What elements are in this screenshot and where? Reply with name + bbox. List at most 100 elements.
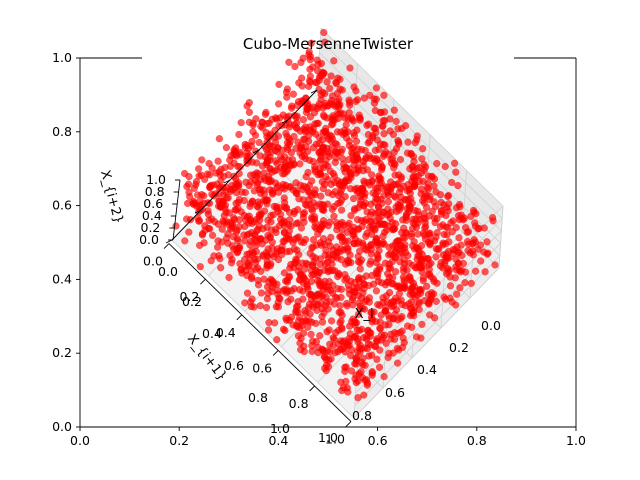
scatter-point: [248, 158, 256, 166]
y-axis-tick-label: 0.8: [248, 390, 268, 405]
scatter-point: [347, 226, 355, 234]
scatter-point: [346, 101, 354, 109]
outer-x-tick-label: 0.8: [467, 433, 487, 448]
scatter-point: [450, 159, 459, 167]
scatter-point: [401, 122, 410, 130]
scatter-point: [357, 216, 365, 225]
scatter-point: [316, 332, 324, 340]
scatter-point: [323, 114, 331, 122]
scatter-point: [283, 93, 291, 101]
scatter-point: [334, 100, 343, 108]
scatter-point: [401, 240, 409, 249]
scatter-point: [375, 363, 384, 371]
scatter-point: [363, 246, 371, 254]
scatter-point: [483, 238, 491, 246]
scatter-point: [360, 94, 368, 102]
scatter-point: [332, 218, 341, 227]
scatter-point: [215, 135, 224, 143]
scatter-point: [366, 260, 374, 268]
scatter-point: [395, 140, 403, 148]
scatter-point: [238, 188, 246, 196]
scatter-point: [475, 224, 483, 233]
scatter-point: [263, 157, 272, 165]
scatter-point: [280, 269, 289, 277]
scatter-point: [417, 185, 426, 193]
scatter-point: [348, 296, 357, 304]
scatter-point: [186, 193, 194, 201]
scatter-point: [457, 214, 465, 222]
x-axis-tick-label: 1.0: [325, 432, 345, 447]
scatter-point: [273, 245, 282, 253]
scatter-point: [443, 223, 452, 232]
scatter-point: [306, 56, 314, 64]
scatter-point: [399, 334, 407, 342]
scatter-point: [384, 311, 393, 319]
scatter-point: [381, 259, 390, 267]
scatter-point: [350, 144, 358, 152]
scatter-point: [394, 125, 402, 133]
scatter-point: [425, 230, 433, 238]
scatter-point: [407, 298, 416, 306]
scatter-point: [452, 168, 460, 176]
scatter-point: [396, 155, 405, 164]
scatter-point: [232, 150, 240, 158]
scatter-point: [305, 82, 313, 90]
scatter-point: [283, 143, 291, 151]
scatter-point: [308, 347, 316, 356]
z-axis-tick-label: 0.2: [141, 220, 161, 235]
scatter-point: [257, 235, 265, 243]
scatter-point: [301, 265, 309, 273]
scatter-point: [275, 80, 283, 89]
scatter-point: [343, 302, 351, 310]
scatter-point: [351, 317, 359, 325]
scatter-point: [339, 384, 348, 392]
scatter-point: [326, 84, 334, 93]
scatter-point: [379, 184, 387, 193]
scatter-point: [347, 173, 355, 182]
scatter-point: [323, 328, 331, 336]
scatter-point: [394, 316, 402, 324]
scatter-point: [419, 177, 427, 186]
scatter-point: [195, 217, 204, 225]
scatter-point: [194, 165, 203, 173]
scatter-point: [274, 100, 283, 108]
x-axis-tick-label-row: 1.0: [318, 430, 338, 445]
scatter-point: [415, 299, 423, 308]
scatter-point: [395, 283, 403, 291]
scatter-point: [320, 206, 328, 214]
scatter-point: [311, 186, 319, 194]
scatter-point: [367, 241, 375, 249]
scatter-point: [181, 237, 189, 245]
scatter-point: [389, 349, 397, 357]
scatter-point: [208, 231, 217, 240]
scatter-point: [294, 297, 302, 306]
scatter-point: [380, 372, 388, 381]
scatter-point: [377, 165, 386, 174]
scatter-point: [329, 120, 337, 128]
scatter-point: [356, 116, 364, 124]
scatter-point: [456, 268, 465, 276]
scatter-point: [257, 289, 266, 297]
scatter-point: [391, 220, 400, 228]
scatter-point: [344, 115, 352, 123]
scatter-point: [418, 155, 426, 163]
scatter-point: [196, 263, 204, 271]
scatter-point: [393, 237, 402, 245]
scatter-point: [218, 225, 226, 233]
scatter-point: [268, 276, 276, 285]
scatter-point: [297, 334, 305, 343]
scatter-point: [288, 102, 296, 110]
scatter-point: [477, 257, 485, 265]
scatter-point: [426, 241, 434, 249]
scatter-point: [353, 126, 361, 134]
scatter-point: [293, 124, 301, 133]
scatter-point: [384, 197, 392, 206]
scatter-point: [373, 267, 381, 275]
scatter-point: [398, 327, 406, 335]
scatter-point: [225, 273, 233, 282]
scatter-point: [205, 199, 214, 208]
scatter-point: [386, 127, 394, 135]
x-axis-tick-label-row: 0.2: [449, 340, 469, 355]
scatter-point: [421, 235, 430, 243]
scatter-point: [299, 116, 308, 124]
